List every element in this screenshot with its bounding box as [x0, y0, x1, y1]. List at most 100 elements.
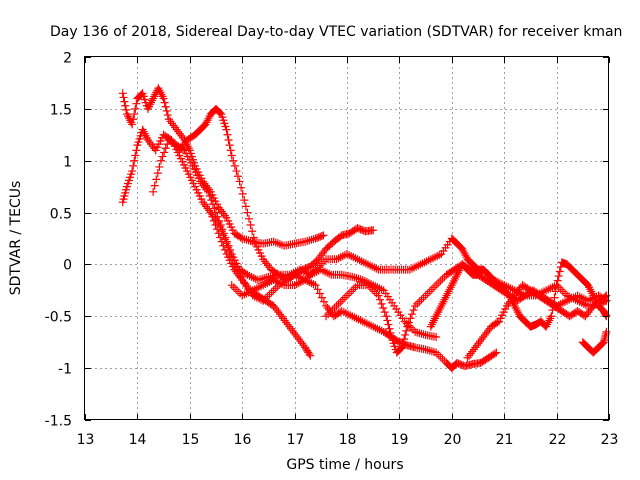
data-point [552, 281, 561, 290]
data-point [209, 216, 218, 225]
data-point [229, 283, 238, 292]
series-track-5 [206, 208, 501, 373]
x-tick-label: 18 [339, 432, 357, 448]
data-point [248, 227, 257, 236]
data-point [438, 274, 447, 283]
data-point [413, 299, 422, 308]
data-point [411, 301, 420, 310]
data-point [432, 333, 441, 342]
data-point [161, 102, 170, 111]
data-point [602, 327, 611, 336]
data-point [241, 202, 250, 211]
data-point [547, 312, 556, 321]
data-point [307, 235, 316, 244]
data-point [404, 318, 413, 327]
y-tick-label: 2 [63, 51, 72, 67]
data-point [383, 316, 392, 325]
x-tick-label: 16 [234, 432, 252, 448]
series-track-7 [322, 260, 611, 357]
data-point [421, 291, 430, 300]
data-point [429, 283, 438, 292]
data-point [161, 144, 170, 153]
data-point [347, 287, 356, 296]
data-point [119, 93, 128, 102]
data-point [319, 297, 328, 306]
data-point [222, 125, 231, 134]
data-point [267, 288, 276, 297]
data-point [386, 328, 395, 337]
data-point [436, 277, 445, 286]
data-point [129, 115, 138, 124]
data-point [238, 189, 247, 198]
data-point [382, 312, 391, 321]
data-point [160, 148, 169, 157]
x-tick-labels: 13 14 15 16 17 18 19 20 21 22 23 [77, 432, 619, 448]
data-point [223, 130, 232, 139]
series-track-9 [463, 281, 611, 362]
data-point [229, 156, 238, 165]
data-point [271, 284, 280, 293]
data-point [427, 285, 436, 294]
data-point [226, 146, 235, 155]
data-point [400, 335, 409, 344]
data-point [317, 293, 326, 302]
data-point [421, 345, 430, 354]
data-point [490, 349, 499, 358]
data-point [334, 299, 343, 308]
data-point [234, 172, 243, 181]
data-point [131, 151, 140, 160]
data-point [246, 221, 255, 230]
data-point [243, 208, 252, 217]
data-point [237, 183, 246, 192]
data-point [149, 187, 158, 196]
x-axis-label: GPS time / hours [286, 457, 403, 473]
data-point [217, 237, 226, 246]
data-point [265, 290, 274, 299]
y-tick-label: 1.5 [50, 103, 72, 119]
data-point [155, 162, 164, 171]
data-point [214, 229, 223, 238]
data-point [384, 320, 393, 329]
data-point [132, 99, 141, 108]
data-point [553, 276, 562, 285]
data-point [417, 329, 426, 338]
x-tick-label: 14 [129, 432, 147, 448]
data-point [399, 339, 408, 348]
data-point [128, 120, 137, 129]
data-point [231, 285, 240, 294]
data-point [380, 308, 389, 317]
data-point [245, 214, 254, 223]
data-point [551, 287, 560, 296]
data-point [417, 295, 426, 304]
data-point [352, 274, 361, 283]
data-point [602, 291, 611, 300]
data-point [432, 348, 441, 357]
data-point [208, 212, 217, 221]
data-point [409, 306, 418, 315]
data-point [340, 293, 349, 302]
y-tick-labels: -1.5 -1 -0.5 0 0.5 1 1.5 2 [45, 51, 72, 430]
data-point [396, 344, 405, 353]
data-point [377, 299, 386, 308]
data-point [128, 167, 137, 176]
x-tick-label: 22 [549, 432, 567, 448]
chart-title: Day 136 of 2018, Sidereal Day-to-day VTE… [50, 24, 622, 40]
data-point [419, 293, 428, 302]
data-point [348, 272, 357, 281]
series-track-10 [578, 327, 611, 357]
data-point [232, 167, 241, 176]
data-point [160, 98, 169, 107]
data-point [130, 110, 139, 119]
data-point [425, 287, 434, 296]
data-point [345, 289, 354, 298]
data-point [374, 291, 383, 300]
data-point [554, 272, 563, 281]
data-point [206, 208, 215, 217]
data-point [411, 327, 420, 336]
x-tick-label: 13 [77, 432, 95, 448]
data-point [379, 303, 388, 312]
data-point [305, 236, 314, 245]
data-point [205, 191, 214, 200]
data-point [351, 283, 360, 292]
